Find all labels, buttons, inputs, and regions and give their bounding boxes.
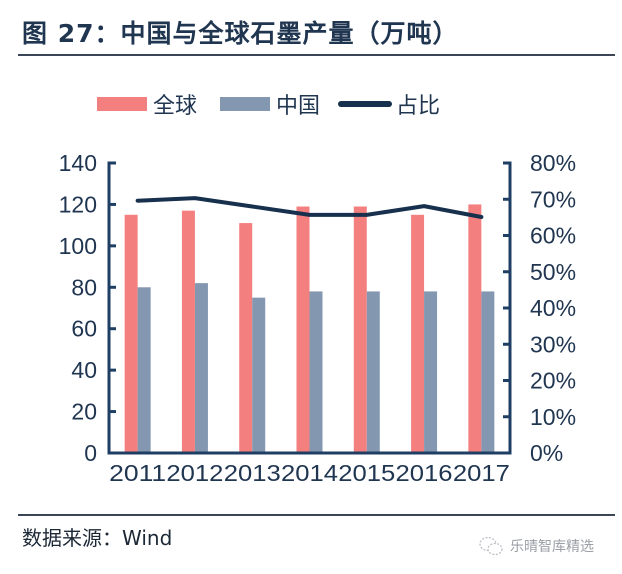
legend-swatch-global <box>97 97 147 111</box>
bar-china <box>252 297 266 452</box>
legend-line-share <box>338 101 392 107</box>
legend-item-global: 全球 <box>97 88 197 120</box>
bar-global <box>468 204 482 452</box>
right-tick-label: 30% <box>530 331 576 357</box>
data-source: 数据来源：Wind <box>22 526 173 550</box>
footer-divider <box>18 514 615 516</box>
x-tick-label: 2014 <box>281 460 338 486</box>
left-axis: 0 20 40 60 80 100 120 140 <box>59 150 512 466</box>
chart-title: 图 27：中国与全球石墨产量（万吨） <box>22 19 459 48</box>
bar-china <box>424 291 438 452</box>
share-line <box>135 196 484 220</box>
right-tick-label: 70% <box>530 186 576 212</box>
legend: 全球 中国 占比 <box>0 88 622 122</box>
share-line-series <box>135 196 484 220</box>
bar-global <box>296 206 310 452</box>
x-tick-label: 2016 <box>396 460 453 486</box>
bar-china <box>137 287 151 452</box>
right-tick-label: 50% <box>530 259 576 285</box>
left-tick-label: 140 <box>59 150 97 176</box>
left-tick-label: 0 <box>84 440 97 466</box>
bar-global <box>181 210 195 452</box>
x-tick-label: 2011 <box>109 460 166 486</box>
right-tick-label: 10% <box>530 404 576 430</box>
right-axis: 0% 10% 20% 30% 40% 50% 60% 70% 80% <box>503 150 576 466</box>
bar-global <box>411 214 425 452</box>
left-tick-label: 20 <box>71 399 97 425</box>
x-axis-labels: 2011 2012 2013 2014 2015 2016 2017 <box>109 460 510 486</box>
title-divider <box>18 54 615 56</box>
bar-global <box>239 223 253 452</box>
left-tick-label: 40 <box>71 357 97 383</box>
right-tick-label: 80% <box>530 150 576 176</box>
left-tick-label: 120 <box>59 191 97 217</box>
right-tick-label: 60% <box>530 223 576 249</box>
legend-swatch-china <box>220 97 270 111</box>
left-tick-label: 80 <box>71 274 97 300</box>
legend-item-china: 中国 <box>220 88 320 120</box>
right-tick-label: 40% <box>530 295 576 321</box>
legend-label-global: 全球 <box>153 94 198 119</box>
bar-china <box>366 291 380 452</box>
bar-series <box>124 204 495 452</box>
legend-label-china: 中国 <box>276 94 321 119</box>
legend-item-share: 占比 <box>338 88 440 120</box>
bar-global <box>353 206 367 452</box>
legend-label-share: 占比 <box>396 94 441 119</box>
watermark-text: 乐晴智库精选 <box>510 539 594 555</box>
left-tick-label: 60 <box>71 316 97 342</box>
watermark: 乐晴智库精选 <box>478 535 594 557</box>
bar-china <box>309 291 323 452</box>
bar-global <box>124 214 138 452</box>
bar-china <box>194 283 208 452</box>
right-tick-label: 20% <box>530 368 576 394</box>
right-tick-label: 0% <box>530 440 563 466</box>
x-tick-label: 2015 <box>338 460 395 486</box>
bar-china <box>481 291 495 452</box>
x-tick-label: 2012 <box>166 460 223 486</box>
left-tick-label: 100 <box>59 233 97 259</box>
wechat-icon <box>479 536 503 556</box>
x-tick-label: 2013 <box>224 460 281 486</box>
x-tick-label: 2017 <box>453 460 510 486</box>
